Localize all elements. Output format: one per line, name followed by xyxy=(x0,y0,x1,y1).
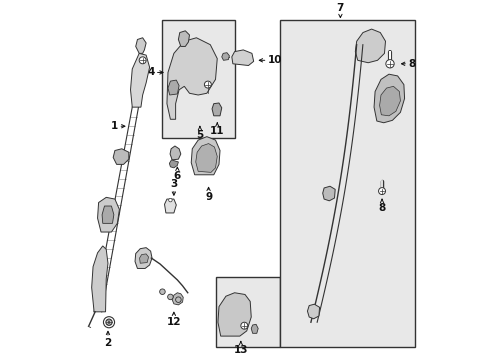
Polygon shape xyxy=(374,74,405,123)
Text: 1: 1 xyxy=(111,121,119,131)
Polygon shape xyxy=(167,38,217,119)
Polygon shape xyxy=(170,160,178,168)
Circle shape xyxy=(139,57,146,64)
Bar xyxy=(162,21,235,138)
Polygon shape xyxy=(102,206,114,223)
Text: 2: 2 xyxy=(104,338,112,348)
Text: 8: 8 xyxy=(408,59,416,69)
Bar xyxy=(280,21,415,347)
Polygon shape xyxy=(113,149,129,165)
Circle shape xyxy=(103,317,115,328)
Text: 9: 9 xyxy=(205,192,212,202)
Circle shape xyxy=(204,81,211,88)
Polygon shape xyxy=(98,197,120,232)
Polygon shape xyxy=(222,53,229,60)
Polygon shape xyxy=(232,50,254,66)
Polygon shape xyxy=(136,38,146,53)
Bar xyxy=(216,277,280,347)
Polygon shape xyxy=(212,103,222,116)
Text: 10: 10 xyxy=(268,55,282,65)
Circle shape xyxy=(168,294,173,300)
Circle shape xyxy=(386,60,394,68)
Polygon shape xyxy=(178,31,190,46)
Polygon shape xyxy=(92,246,108,312)
Text: 11: 11 xyxy=(210,126,224,136)
Text: 3: 3 xyxy=(170,179,177,189)
Circle shape xyxy=(241,322,248,329)
Polygon shape xyxy=(170,146,181,160)
Circle shape xyxy=(106,319,112,325)
Text: 12: 12 xyxy=(167,317,181,327)
Polygon shape xyxy=(168,80,179,95)
Polygon shape xyxy=(130,53,149,107)
Circle shape xyxy=(175,297,181,302)
Polygon shape xyxy=(165,199,176,213)
Polygon shape xyxy=(196,144,217,172)
Circle shape xyxy=(160,289,165,294)
Circle shape xyxy=(169,198,172,202)
Text: 6: 6 xyxy=(174,171,181,181)
Polygon shape xyxy=(251,324,258,333)
Polygon shape xyxy=(355,29,386,63)
Polygon shape xyxy=(140,254,148,263)
Polygon shape xyxy=(323,186,335,201)
Text: 7: 7 xyxy=(337,4,344,13)
Polygon shape xyxy=(218,293,251,336)
Polygon shape xyxy=(380,86,400,116)
Polygon shape xyxy=(191,137,220,175)
Circle shape xyxy=(379,188,386,194)
Polygon shape xyxy=(135,248,152,269)
Text: 13: 13 xyxy=(234,345,248,355)
Polygon shape xyxy=(307,304,319,319)
Text: 5: 5 xyxy=(196,130,203,140)
Text: 8: 8 xyxy=(378,203,386,212)
Polygon shape xyxy=(172,293,183,305)
Text: 4: 4 xyxy=(147,67,155,77)
